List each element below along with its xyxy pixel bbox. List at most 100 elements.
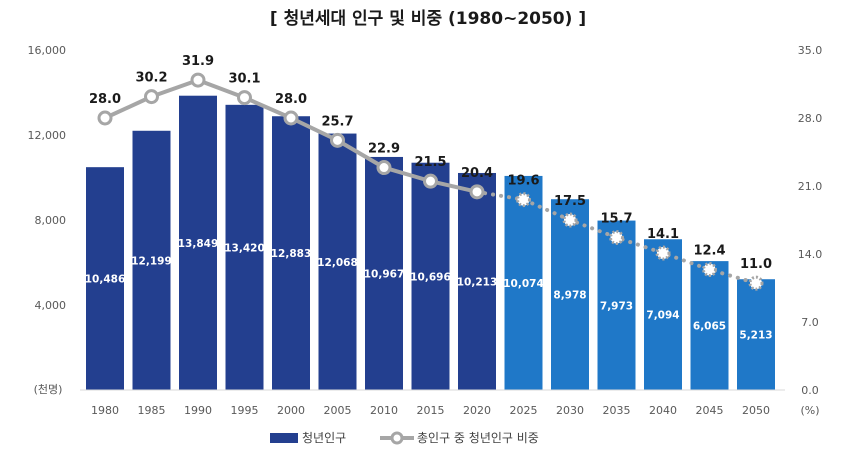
line-marker [562,212,578,228]
line-value-label: 22.9 [368,142,400,157]
left-tick-label: 16,000 [28,44,67,57]
line-value-label: 11.0 [740,257,772,272]
line-value-label: 14.1 [647,227,679,242]
bar-value-label: 10,696 [410,271,451,283]
right-tick-label: 7.0 [801,316,819,329]
legend-label-bar: 청년인구 [302,431,346,445]
left-y-axis: 16,000 12,000 8,000 4,000 [28,44,67,312]
x-tick-label: 2000 [277,404,305,417]
x-tick-label: 1995 [231,404,259,417]
line-value-label: 30.1 [228,72,260,87]
line-value-label: 31.9 [182,54,214,69]
bar-value-label: 7,094 [646,310,679,322]
line-series-youth-share [97,72,764,291]
line-marker [516,192,531,208]
left-tick-label: 4,000 [35,299,67,312]
right-tick-label: 0.0 [801,384,819,397]
x-tick-label: 2005 [324,404,352,417]
bar [737,279,775,390]
line-marker [748,275,764,291]
bar [272,116,310,390]
right-tick-label: 35.0 [798,44,823,57]
legend-swatch-marker [390,431,404,445]
line-value-label: 28.0 [89,92,121,107]
chart-title: [ 청년세대 인구 및 비중 (1980~2050) ] [270,8,586,29]
x-tick-label: 1980 [91,404,119,417]
line-value-label: 28.0 [275,92,307,107]
right-tick-label: 21.0 [798,180,823,193]
bar [458,172,496,390]
line-marker [237,90,252,106]
legend-swatch-bar [270,433,298,443]
bar-value-label: 13,420 [224,242,265,254]
legend-label-line: 총인구 중 청년인구 비중 [417,431,539,445]
line-value-label: 15.7 [600,211,632,226]
legend: 청년인구 총인구 중 청년인구 비중 [270,431,539,445]
line-marker [702,262,717,278]
x-tick-label: 1985 [138,404,166,417]
x-tick-label: 2040 [649,404,677,417]
bar [551,199,589,390]
line-marker [283,110,299,126]
bar [411,162,450,390]
bar [597,220,636,390]
left-axis-unit: (천명) [34,382,63,396]
right-tick-label: 14.0 [798,248,823,261]
bar-value-label: 10,074 [503,278,544,290]
bar-value-label: 12,883 [271,248,312,260]
bar-value-label: 10,213 [457,276,498,288]
bar-value-label: 8,978 [553,290,586,302]
left-tick-label: 12,000 [28,129,67,142]
bar [179,95,217,391]
right-tick-label: 28.0 [798,112,823,125]
bar [365,156,403,390]
x-tick-label: 2025 [510,404,538,417]
line-marker [330,132,345,148]
left-tick-label: 8,000 [35,214,67,227]
x-tick-label: 2050 [742,404,770,417]
line-value-label: 21.5 [414,155,446,170]
bar [225,104,264,390]
bar-value-labels: 10,486 12,199 13,849 13,420 12,883 12,068 10,9… [85,238,773,342]
line-value-label: 25.7 [321,114,353,129]
line-value-label: 12.4 [693,244,725,259]
x-tick-label: 2010 [370,404,398,417]
x-tick-label: 2020 [463,404,491,417]
line-marker [609,229,624,245]
line-marker [190,72,206,88]
bar-value-label: 10,486 [85,274,126,286]
bar-value-label: 10,967 [364,268,405,280]
x-tick-label: 2030 [556,404,584,417]
x-tick-label: 2015 [417,404,445,417]
line-value-labels: 28.0 30.2 31.9 30.1 28.0 25.7 22.9 21.5 20.4 19.6… [89,54,772,272]
bar-series-youth-population [86,95,775,391]
line-marker [97,110,113,126]
bar-value-label: 6,065 [693,321,726,333]
x-axis: 1980 1985 1990 1995 2000 2005 2010 2015 2020 2025… [80,389,785,417]
x-tick-label: 2035 [603,404,631,417]
line-value-label: 30.2 [135,71,167,86]
bar-value-label: 5,213 [739,330,772,342]
x-tick-label: 1990 [184,404,212,417]
line-value-label: 20.4 [461,166,493,181]
line-value-label: 17.5 [554,194,586,209]
bar-value-label: 12,068 [317,257,358,269]
line-marker [376,160,392,176]
line-marker [469,184,485,200]
bar-value-label: 13,849 [178,238,219,250]
bar-value-label: 7,973 [600,300,633,312]
bar [690,261,729,390]
right-y-axis: 35.0 28.0 21.0 14.0 7.0 0.0 [798,44,823,397]
line-marker [423,173,438,189]
bar [644,239,682,390]
bar [132,130,171,391]
x-tick-label: 2045 [696,404,724,417]
line-marker [144,89,159,105]
right-axis-unit: (%) [800,404,819,417]
bar [318,133,357,390]
line-value-label: 19.6 [507,174,539,189]
bar [504,175,543,390]
line-marker [655,245,671,261]
bar-value-label: 12,199 [131,255,172,267]
